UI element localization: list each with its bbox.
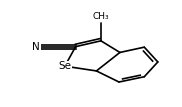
- Text: N: N: [32, 42, 40, 52]
- Text: CH₃: CH₃: [93, 12, 109, 21]
- Text: Se: Se: [58, 61, 71, 71]
